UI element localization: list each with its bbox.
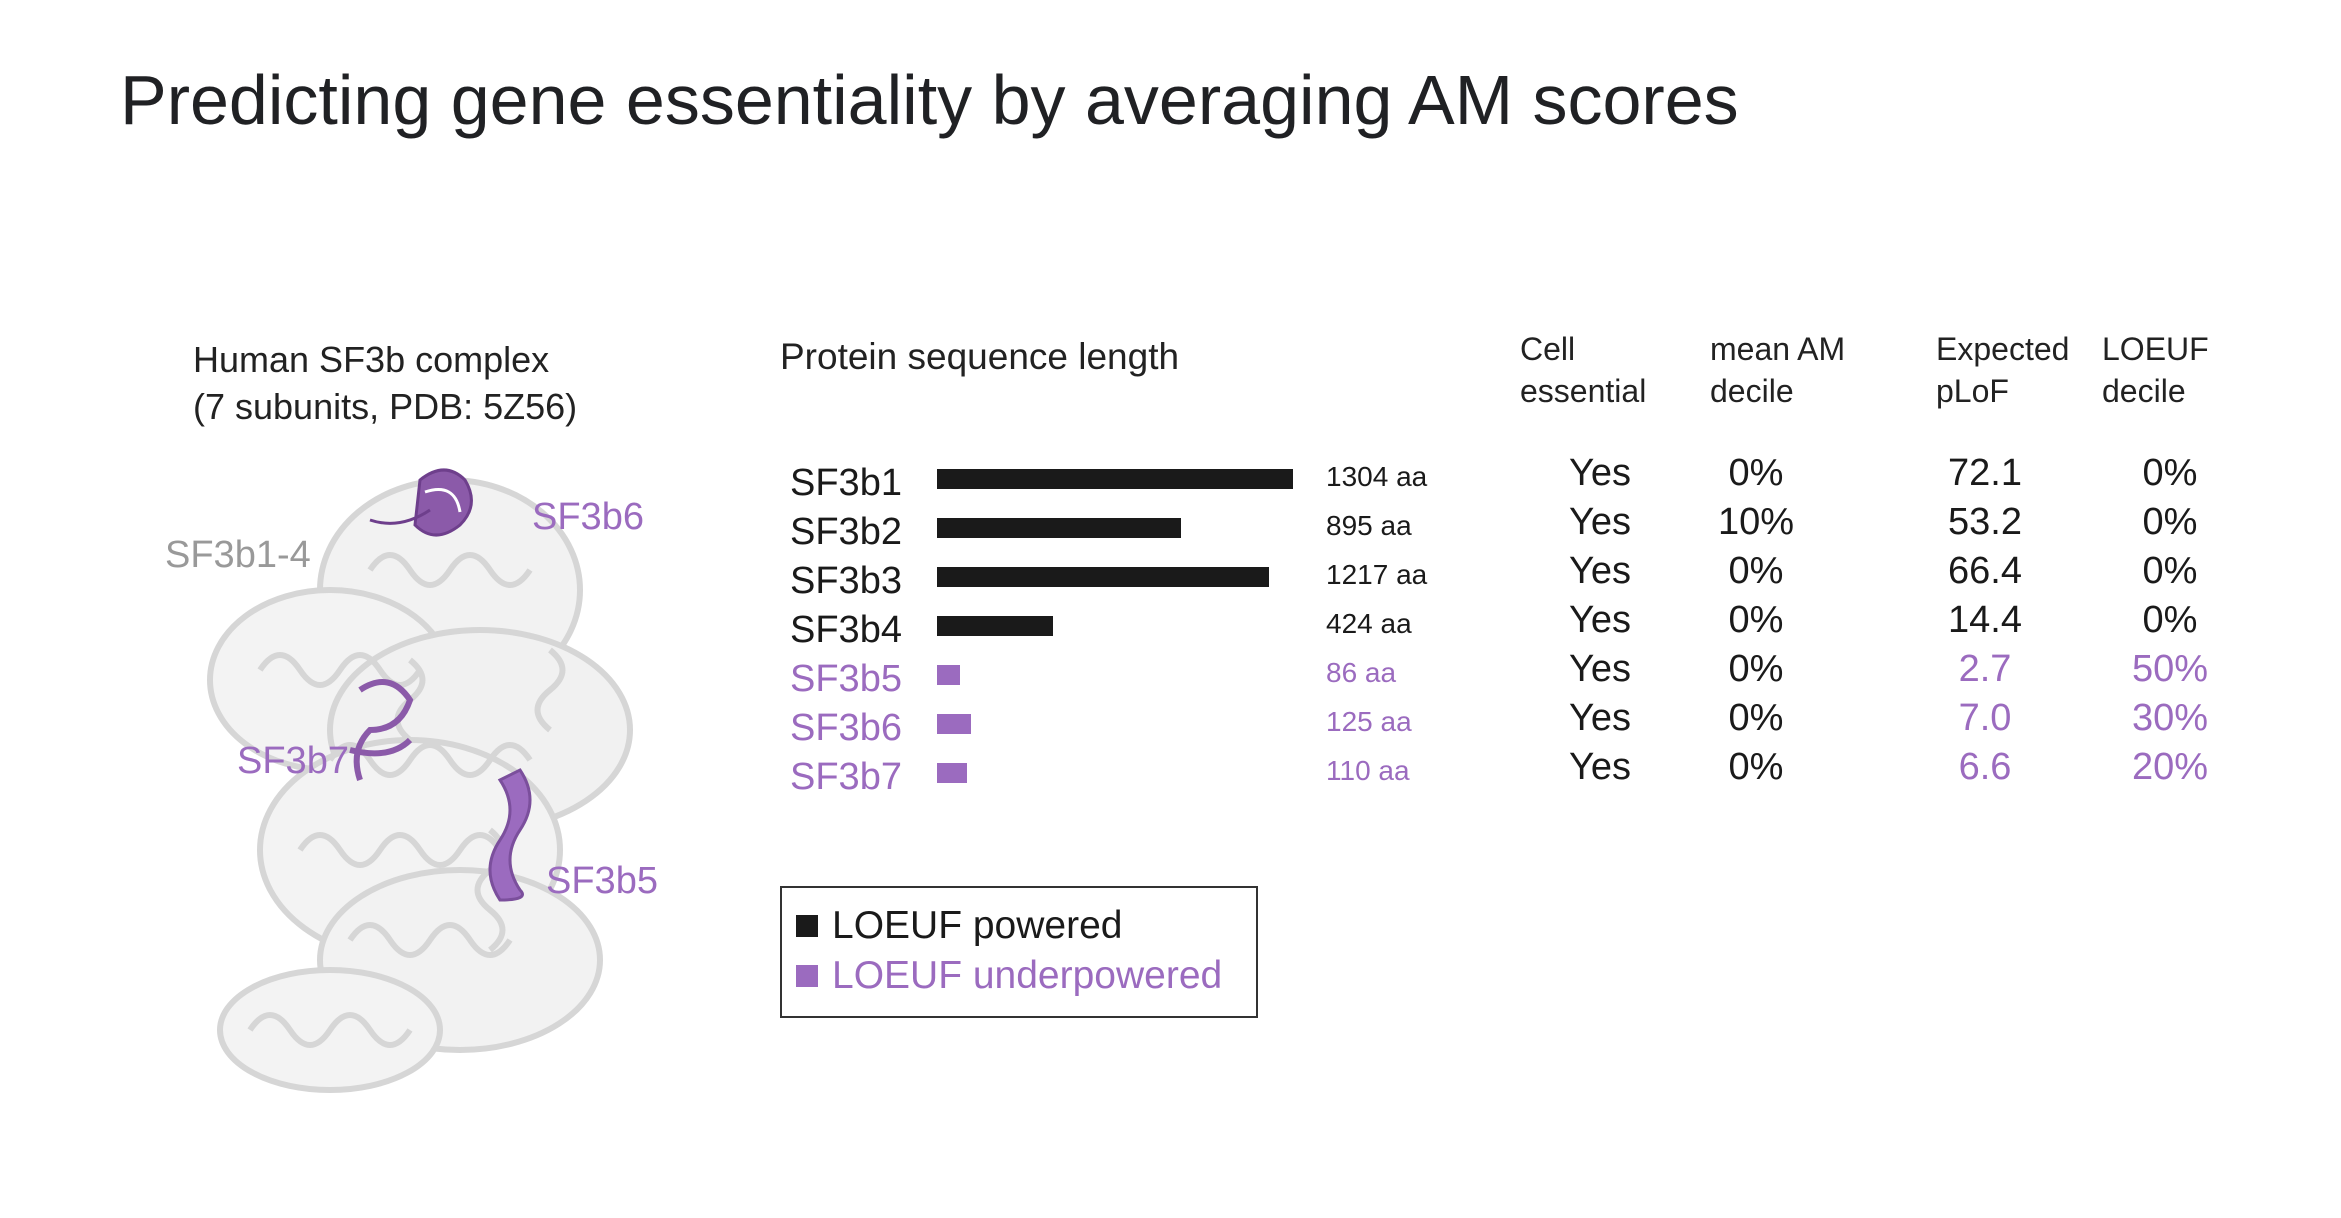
protein-structure-image xyxy=(207,468,633,1093)
col-header-loeuf-line1: LOEUF xyxy=(2102,331,2209,367)
length-label: 1304 aa xyxy=(1326,461,1428,492)
slide-title: Predicting gene essentiality by averagin… xyxy=(120,61,1739,139)
col-header-loeuf: LOEUF decile xyxy=(2102,328,2209,412)
col-header-expected-plof-line2: pLoF xyxy=(1936,373,2009,409)
cell-mean-am: 0% xyxy=(1728,697,1784,739)
legend-swatch-underpowered xyxy=(796,965,818,987)
cell-essential: Yes xyxy=(1569,746,1631,788)
cell-essential: Yes xyxy=(1569,599,1631,641)
cell-loeuf-decile: 0% xyxy=(2142,501,2198,543)
legend: LOEUF powered LOEUF underpowered xyxy=(780,886,1258,1018)
sf3b1-4-label: SF3b1-4 xyxy=(165,534,311,576)
length-label: 110 aa xyxy=(1326,755,1410,786)
cell-mean-am: 10% xyxy=(1717,501,1795,543)
cell-expected-plof: 72.1 xyxy=(1948,452,2022,494)
cell-expected-plof: 53.2 xyxy=(1948,501,2022,543)
legend-item-underpowered: LOEUF underpowered xyxy=(796,954,1222,998)
structure-caption-line1: Human SF3b complex xyxy=(193,339,550,380)
cell-essential: Yes xyxy=(1569,452,1631,494)
cell-mean-am: 0% xyxy=(1728,599,1784,641)
legend-swatch-powered xyxy=(796,915,818,937)
cell-mean-am: 0% xyxy=(1728,648,1784,690)
cell-expected-plof: 66.4 xyxy=(1948,550,2022,592)
cell-loeuf-decile: 20% xyxy=(2131,746,2209,788)
cell-loeuf-decile: 0% xyxy=(2142,550,2198,592)
length-label: 424 aa xyxy=(1326,608,1412,639)
cell-essential: Yes xyxy=(1569,648,1631,690)
col-header-loeuf-line2: decile xyxy=(2102,373,2186,409)
col-header-cell-essential: Cell essential xyxy=(1520,328,1646,412)
legend-label-powered: LOEUF powered xyxy=(832,904,1123,947)
sf3b6-structure xyxy=(369,468,473,537)
cell-mean-am: 0% xyxy=(1728,550,1784,592)
cell-loeuf-decile: 0% xyxy=(2142,599,2198,641)
subunit-name: SF3b1 xyxy=(790,462,902,504)
legend-item-powered: LOEUF powered xyxy=(796,904,1122,948)
length-label: 125 aa xyxy=(1326,706,1412,737)
cell-mean-am: 0% xyxy=(1728,452,1784,494)
length-label: 1217 aa xyxy=(1326,559,1428,590)
col-header-expected-plof: Expected pLoF xyxy=(1936,328,2069,412)
length-bar xyxy=(937,665,960,685)
length-label: 895 aa xyxy=(1326,510,1412,541)
cell-expected-plof: 2.7 xyxy=(1958,648,2012,690)
col-header-expected-plof-line1: Expected xyxy=(1936,331,2070,367)
cell-loeuf-decile: 50% xyxy=(2131,648,2209,690)
cell-essential: Yes xyxy=(1569,550,1631,592)
length-bar xyxy=(937,518,1181,538)
col-header-cell-essential-line2: essential xyxy=(1520,373,1647,409)
cell-expected-plof: 7.0 xyxy=(1958,697,2012,739)
cell-loeuf-decile: 0% xyxy=(2142,452,2198,494)
structure-caption-line2: (7 subunits, PDB: 5Z56) xyxy=(193,386,578,427)
col-header-cell-essential-line1: Cell xyxy=(1520,331,1576,367)
length-bar xyxy=(937,567,1269,587)
subunit-name: SF3b2 xyxy=(790,511,902,553)
sf3b6-label: SF3b6 xyxy=(532,496,644,538)
structure-caption: Human SF3b complex (7 subunits, PDB: 5Z5… xyxy=(193,336,577,430)
length-bar xyxy=(937,469,1293,489)
sf3b7-label: SF3b7 xyxy=(237,740,349,782)
cell-essential: Yes xyxy=(1569,697,1631,739)
col-header-mean-am-line1: mean AM xyxy=(1710,331,1846,367)
subunit-name: SF3b5 xyxy=(790,658,902,700)
subunit-name: SF3b6 xyxy=(790,707,902,749)
length-bar xyxy=(937,763,967,783)
cell-expected-plof: 6.6 xyxy=(1958,746,2012,788)
legend-label-underpowered: LOEUF underpowered xyxy=(832,954,1223,997)
length-label: 86 aa xyxy=(1326,657,1397,688)
sf3b5-label: SF3b5 xyxy=(546,860,658,902)
subunit-name: SF3b4 xyxy=(790,609,902,651)
cell-essential: Yes xyxy=(1569,501,1631,543)
length-bar xyxy=(937,616,1053,636)
length-bar xyxy=(937,714,971,734)
cell-loeuf-decile: 30% xyxy=(2131,697,2209,739)
sf3b7-structure xyxy=(349,679,414,781)
sequence-length-header: Protein sequence length xyxy=(780,336,1180,377)
cell-mean-am: 0% xyxy=(1728,746,1784,788)
col-header-mean-am-line2: decile xyxy=(1710,373,1794,409)
col-header-mean-am: mean AM decile xyxy=(1710,328,1845,412)
cell-expected-plof: 14.4 xyxy=(1948,599,2022,641)
sf3b5-structure xyxy=(488,768,532,902)
subunit-name: SF3b3 xyxy=(790,560,902,602)
subunit-name: SF3b7 xyxy=(790,756,902,798)
